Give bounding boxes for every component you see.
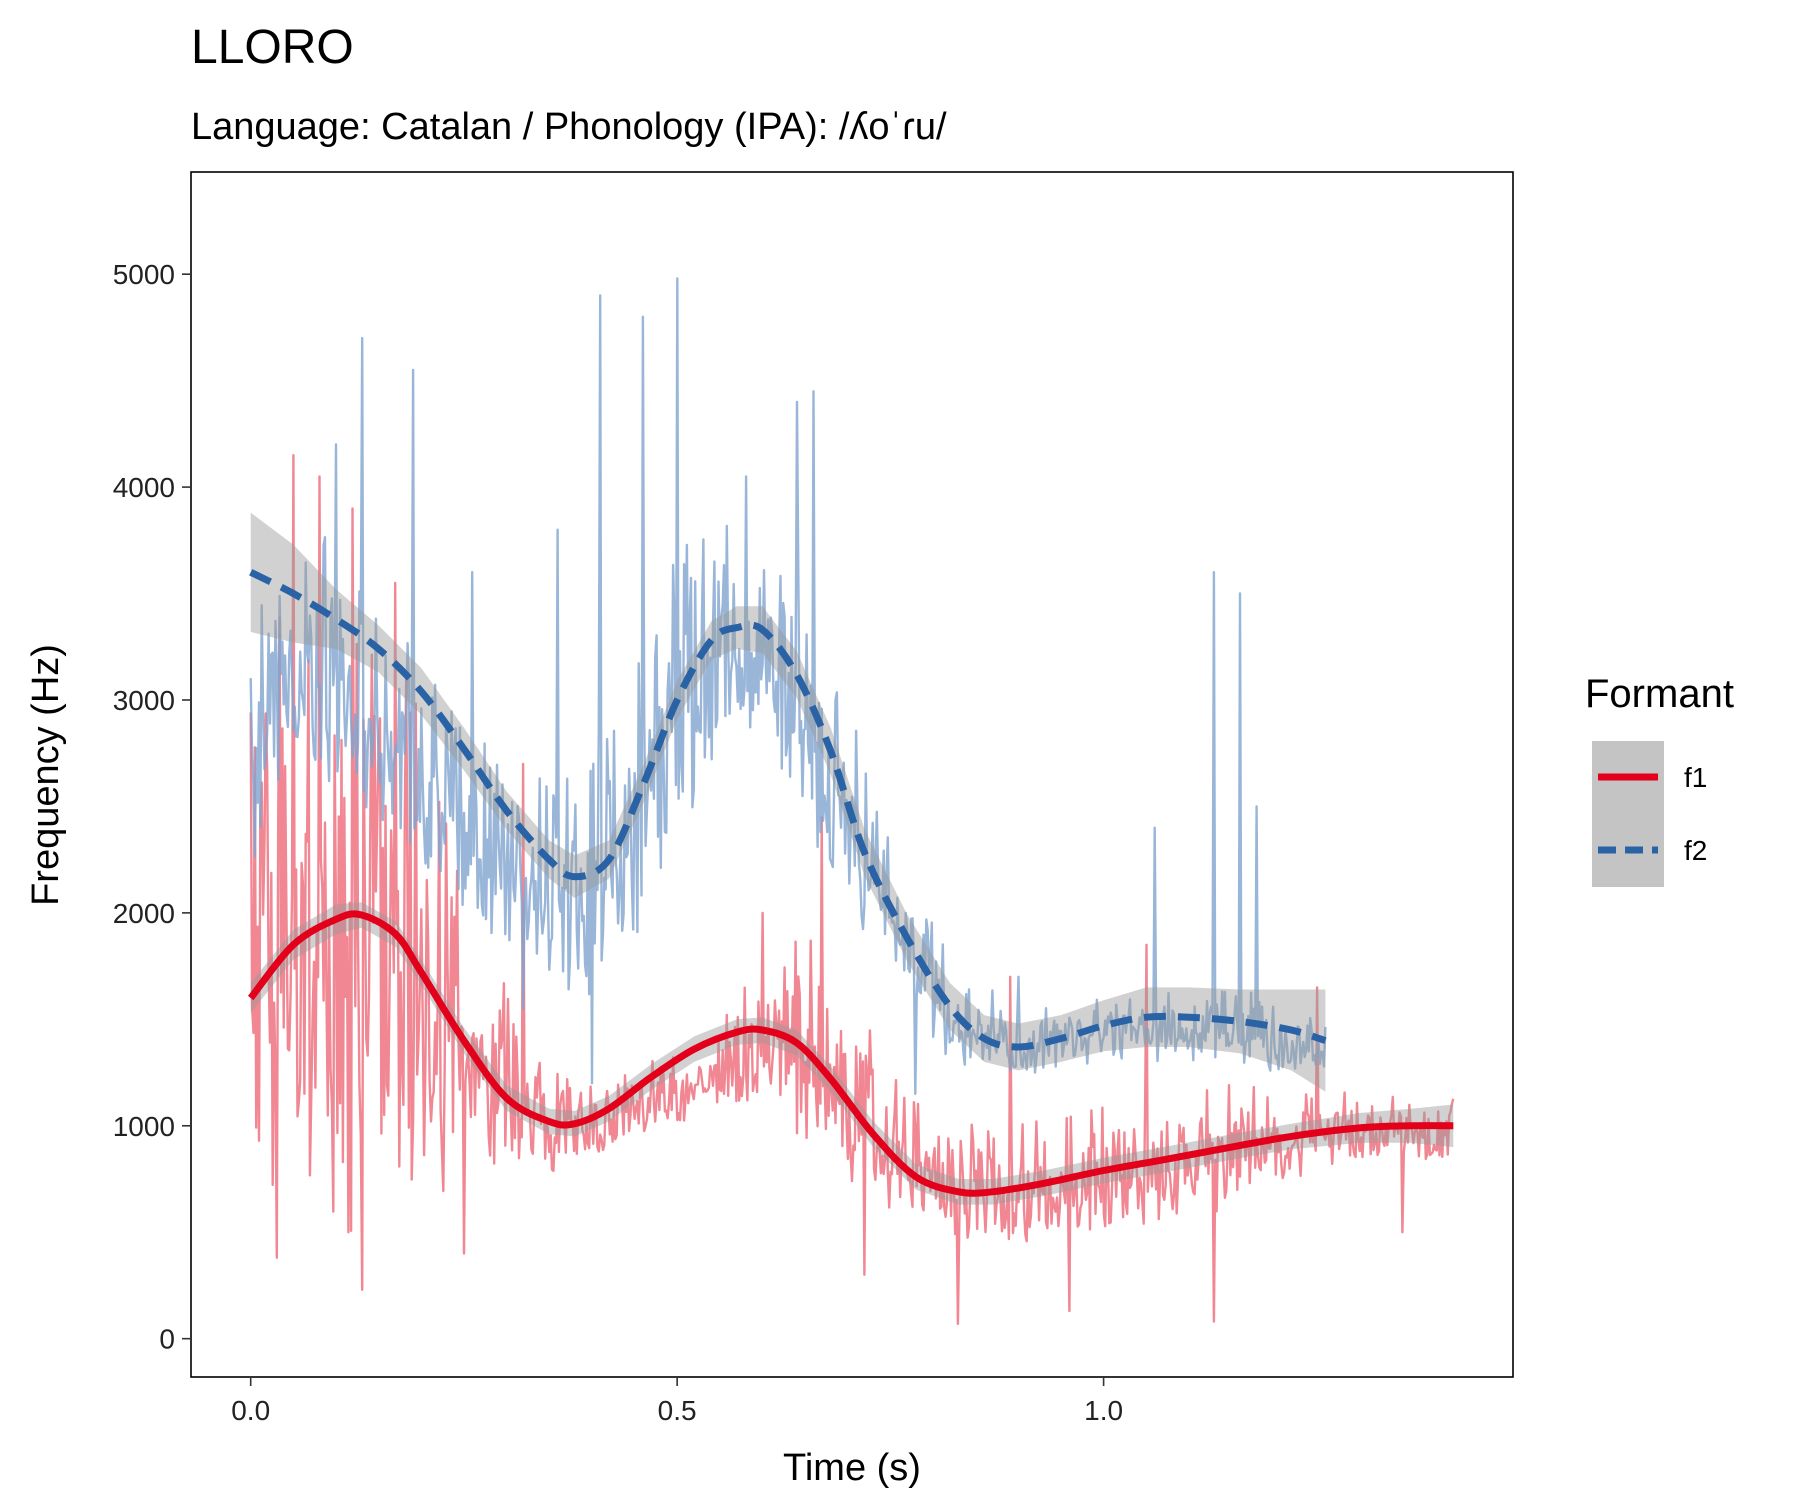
confidence-band-f2 <box>250 512 1326 1092</box>
legend-label-f2: f2 <box>1684 835 1707 866</box>
x-tick-label: 0.0 <box>231 1395 270 1426</box>
smooth-line-f2 <box>249 569 1327 1051</box>
smooth-line-f1 <box>247 910 1454 1197</box>
y-tick-label: 4000 <box>113 472 175 503</box>
y-tick-label: 0 <box>159 1324 175 1355</box>
legend-key-background <box>1592 741 1664 887</box>
legend-keys <box>1592 741 1664 887</box>
raw-trace-f1 <box>249 454 1455 1325</box>
chart-title: LLORO <box>191 21 354 74</box>
raw-traces <box>249 277 1455 1325</box>
confidence-band-f1 <box>250 902 1454 1205</box>
legend-title: Formant <box>1585 672 1734 716</box>
x-axis: 0.0 0.5 1.0 <box>231 1377 1123 1426</box>
x-tick-label: 1.0 <box>1084 1395 1123 1426</box>
plot-panel <box>190 171 1514 1378</box>
raw-trace-f2 <box>249 277 1327 1095</box>
y-tick-label: 2000 <box>113 898 175 929</box>
y-tick-label: 1000 <box>113 1111 175 1142</box>
y-tick-label: 5000 <box>113 259 175 290</box>
x-axis-title: Time (s) <box>783 1447 921 1489</box>
legend-label-f1: f1 <box>1684 762 1707 793</box>
y-tick-label: 3000 <box>113 685 175 716</box>
confidence-bands <box>250 512 1454 1205</box>
x-tick-label: 0.5 <box>658 1395 697 1426</box>
y-axis-title: Frequency (Hz) <box>25 644 67 906</box>
smoothed-lines <box>247 569 1454 1197</box>
y-axis: 0 1000 2000 3000 4000 5000 <box>113 259 191 1355</box>
chart-subtitle: Language: Catalan / Phonology (IPA): /ʎo… <box>191 106 947 148</box>
legend: Formant f1 f2 <box>1585 672 1734 887</box>
